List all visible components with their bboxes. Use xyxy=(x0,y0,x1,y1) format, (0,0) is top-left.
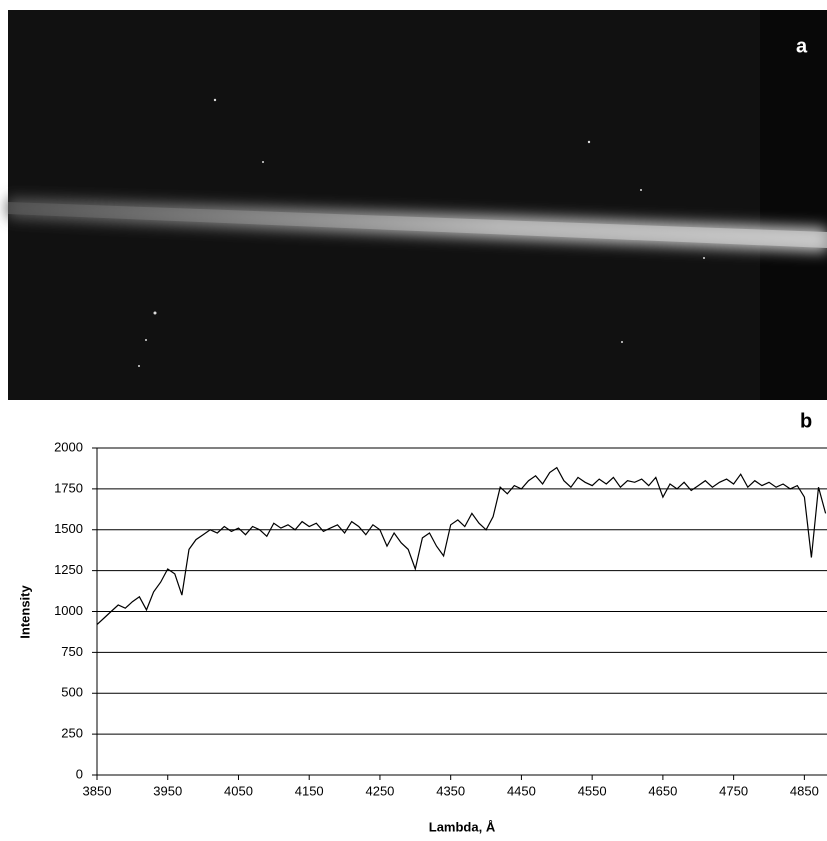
panel-label: b xyxy=(800,410,812,432)
spectrum-line xyxy=(96,466,827,626)
x-tick-label: 4050 xyxy=(224,783,253,798)
x-axis-title: Lambda, Å xyxy=(429,819,496,834)
x-tick-label: 4450 xyxy=(507,783,536,798)
panel-label: a xyxy=(796,35,808,57)
y-tick-label: 1000 xyxy=(54,603,83,618)
y-tick-label: 0 xyxy=(76,766,83,781)
y-tick-label: 1750 xyxy=(54,480,83,495)
y-tick-label: 1500 xyxy=(54,521,83,536)
x-tick-label: 3850 xyxy=(83,783,112,798)
x-tick-label: 4650 xyxy=(648,783,677,798)
x-tick-label: 4250 xyxy=(365,783,394,798)
x-tick-label: 4150 xyxy=(295,783,324,798)
y-tick-label: 2000 xyxy=(54,439,83,454)
x-tick-label: 4350 xyxy=(436,783,465,798)
y-tick-label: 1250 xyxy=(54,562,83,577)
x-tick-label: 4850 xyxy=(790,783,819,798)
x-tick-label: 3950 xyxy=(153,783,182,798)
y-tick-label: 750 xyxy=(61,644,83,659)
x-tick-label: 4550 xyxy=(578,783,607,798)
spectrum-image: a xyxy=(8,10,827,400)
y-tick-label: 250 xyxy=(61,726,83,741)
x-tick-label: 4750 xyxy=(719,783,748,798)
y-tick-label: 500 xyxy=(61,685,83,700)
y-axis-title: Intensity xyxy=(17,585,32,639)
